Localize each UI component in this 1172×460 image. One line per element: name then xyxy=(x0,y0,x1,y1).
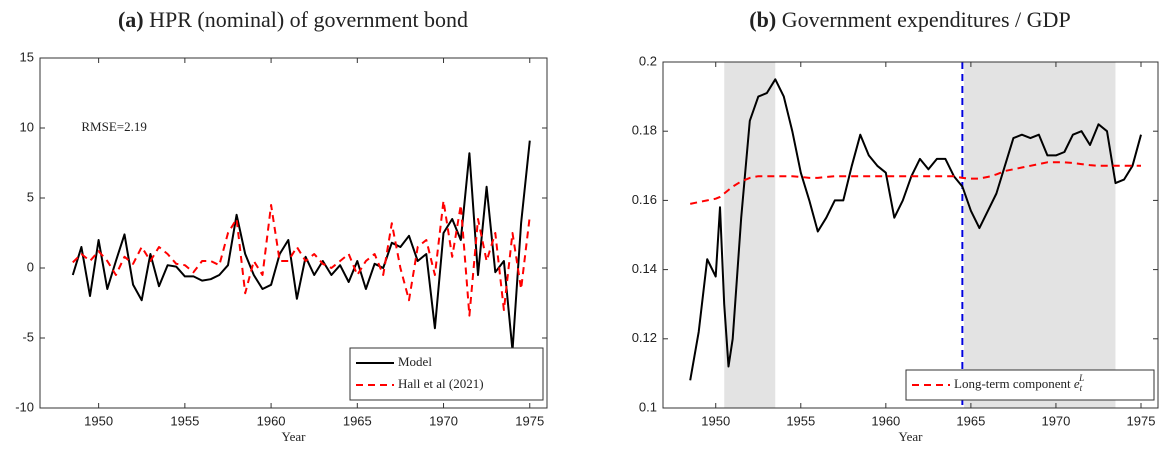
y-tick-label: 0.2 xyxy=(639,53,657,68)
x-tick-label: 1955 xyxy=(170,413,199,428)
chart-title-text: Government expenditures / GDP xyxy=(782,7,1071,32)
y-tick-label: -5 xyxy=(22,329,34,344)
y-tick-label: 0.16 xyxy=(632,192,657,207)
legend-label: Model xyxy=(398,354,432,369)
plot-frame xyxy=(662,61,1159,409)
x-tick-label: 1955 xyxy=(786,413,815,428)
y-tick-label: 5 xyxy=(27,189,34,204)
x-tick-label: 1950 xyxy=(701,413,730,428)
x-tick-label: 1965 xyxy=(956,413,985,428)
plot-frame xyxy=(39,57,548,409)
x-axis-label: Year xyxy=(282,429,307,444)
y-tick-label: 15 xyxy=(20,49,34,64)
legend-label-text: Hall et al (2021) xyxy=(398,376,484,391)
legend-math-sup: L xyxy=(1078,373,1084,383)
y-tick-label: 0.18 xyxy=(632,123,657,138)
annotation: RMSE=2.19 xyxy=(81,119,146,134)
chart-label: (b) xyxy=(749,7,776,32)
chart-label: (a) xyxy=(118,7,144,32)
y-tick-label: 10 xyxy=(20,119,34,134)
shaded-period xyxy=(964,62,1116,408)
chart-title: (b) Government expenditures / GDP xyxy=(749,7,1070,32)
legend-label-text: Model xyxy=(398,354,432,369)
y-tick-label: 0 xyxy=(27,259,34,274)
y-tick-label: 0.1 xyxy=(639,399,657,414)
legend-label-text: Long-term component xyxy=(954,376,1074,391)
x-tick-label: 1975 xyxy=(1127,413,1156,428)
legend-label: Hall et al (2021) xyxy=(398,376,484,391)
x-tick-label: 1970 xyxy=(429,413,458,428)
chart-title-text: HPR (nominal) of government bond xyxy=(149,7,468,32)
legend-label: Long-term component etL xyxy=(954,373,1084,393)
series-line xyxy=(71,140,531,352)
series-line xyxy=(72,199,531,317)
y-tick-label: 0.12 xyxy=(632,330,657,345)
series-line xyxy=(689,78,1142,381)
x-tick-label: 1965 xyxy=(343,413,372,428)
legend-math-base: e xyxy=(1074,376,1080,391)
x-tick-label: 1975 xyxy=(515,413,544,428)
legend-math-sub: t xyxy=(1080,383,1083,393)
y-tick-label: -10 xyxy=(15,399,34,414)
legend-box xyxy=(905,369,1155,401)
y-tick-label: 0.14 xyxy=(632,261,657,276)
x-tick-label: 1960 xyxy=(257,413,286,428)
x-tick-label: 1960 xyxy=(871,413,900,428)
x-axis-label: Year xyxy=(899,429,924,444)
x-tick-label: 1950 xyxy=(84,413,113,428)
x-tick-label: 1970 xyxy=(1041,413,1070,428)
shaded-period xyxy=(724,62,776,408)
legend-box xyxy=(349,347,544,401)
chart-title: (a) HPR (nominal) of government bond xyxy=(118,7,468,32)
